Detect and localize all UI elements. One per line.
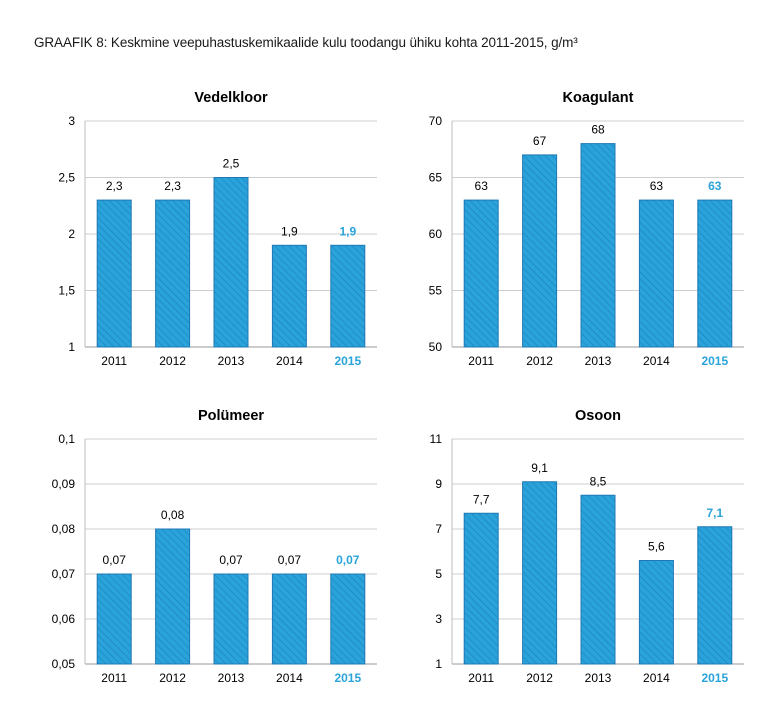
- bar-2012: [155, 199, 191, 348]
- chart-panel-1: Vedelkloor 1 1,5 2 2,5 3 2,3 2011 2,3 2012 2,5 2013…: [58, 90, 377, 368]
- y-tick-label: 0,08: [52, 522, 76, 536]
- data-label: 0,08: [161, 508, 185, 522]
- data-label: 0,07: [278, 553, 302, 567]
- bar-2014: [271, 244, 307, 348]
- x-tick-label: 2015: [701, 671, 728, 685]
- x-tick-label: 2013: [585, 354, 612, 368]
- bar-2014: [638, 560, 674, 665]
- x-tick-label: 2014: [643, 671, 670, 685]
- x-tick-label: 2014: [276, 671, 303, 685]
- bar-2014: [271, 573, 307, 665]
- bar-2011: [96, 573, 132, 665]
- data-label: 2,3: [106, 179, 123, 193]
- bar-2011: [463, 199, 499, 348]
- data-label: 63: [475, 179, 489, 193]
- x-tick-label: 2011: [468, 354, 494, 368]
- y-tick-label: 3: [68, 114, 75, 128]
- x-tick-label: 2014: [643, 354, 670, 368]
- data-label: 0,07: [219, 553, 243, 567]
- y-tick-label: 0,06: [52, 612, 76, 626]
- data-label: 0,07: [336, 553, 360, 567]
- data-label: 9,1: [531, 461, 548, 475]
- x-tick-label: 2012: [526, 354, 553, 368]
- data-label: 1,9: [281, 224, 298, 238]
- x-tick-label: 2015: [334, 354, 361, 368]
- bar-2013: [580, 143, 616, 348]
- data-label: 1,9: [339, 224, 356, 238]
- data-label: 2,5: [223, 157, 240, 171]
- y-tick-label: 0,1: [58, 432, 75, 446]
- x-tick-label: 2012: [526, 671, 553, 685]
- x-tick-label: 2011: [101, 354, 127, 368]
- y-tick-label: 70: [429, 114, 443, 128]
- y-tick-label: 11: [430, 432, 443, 446]
- x-tick-label: 2012: [159, 671, 186, 685]
- panel-title: Vedelkloor: [194, 90, 268, 106]
- bar-2011: [463, 512, 499, 665]
- bar-2015: [697, 526, 733, 665]
- data-label: 0,07: [103, 553, 127, 567]
- chart-panel-3: Polümeer 0,05 0,06 0,07 0,08 0,09 0,1 0,07 2011 0…: [52, 408, 377, 685]
- x-tick-label: 2011: [101, 671, 127, 685]
- data-label: 67: [533, 134, 547, 148]
- x-tick-label: 2014: [276, 354, 303, 368]
- data-label: 68: [591, 123, 605, 137]
- x-tick-label: 2013: [585, 671, 612, 685]
- chart-panel-2: Koagulant 50 55 60 65 70 63 2011 67 2012 68 2013 63 2…: [429, 90, 744, 368]
- y-tick-label: 9: [435, 477, 442, 491]
- bar-2013: [213, 177, 249, 348]
- x-tick-label: 2015: [701, 354, 728, 368]
- data-label: 2,3: [164, 179, 181, 193]
- bar-2015: [330, 244, 366, 348]
- y-tick-label: 55: [429, 284, 443, 298]
- y-tick-label: 7: [435, 522, 442, 536]
- bar-2013: [213, 573, 249, 665]
- y-tick-label: 1: [435, 657, 442, 671]
- panel-title: Polümeer: [198, 408, 264, 424]
- y-tick-label: 0,05: [52, 657, 76, 671]
- bar-2014: [638, 199, 674, 348]
- y-tick-label: 1: [68, 340, 75, 354]
- y-tick-label: 0,09: [52, 477, 76, 491]
- data-label: 63: [650, 179, 664, 193]
- y-tick-label: 0,07: [52, 567, 76, 581]
- page-title: GRAAFIK 8: Keskmine veepuhastuskemikaali…: [34, 35, 578, 50]
- y-tick-label: 60: [429, 227, 443, 241]
- y-tick-label: 2,5: [58, 171, 75, 185]
- data-label: 7,7: [473, 492, 490, 506]
- bar-2011: [96, 199, 132, 348]
- bar-2012: [155, 528, 191, 665]
- x-tick-label: 2013: [218, 671, 245, 685]
- bar-2013: [580, 494, 616, 665]
- bar-2012: [522, 481, 558, 665]
- bar-2012: [522, 154, 558, 348]
- y-tick-label: 5: [435, 567, 442, 581]
- y-tick-label: 2: [68, 227, 75, 241]
- data-label: 8,5: [590, 474, 607, 488]
- y-tick-label: 50: [429, 340, 443, 354]
- data-label: 63: [708, 179, 722, 193]
- panel-title: Osoon: [575, 408, 621, 424]
- panel-title: Koagulant: [563, 90, 634, 106]
- x-tick-label: 2015: [334, 671, 361, 685]
- data-label: 5,6: [648, 540, 665, 554]
- y-tick-label: 3: [435, 612, 442, 626]
- x-tick-label: 2013: [218, 354, 245, 368]
- data-label: 7,1: [706, 506, 723, 520]
- bar-2015: [697, 199, 733, 348]
- x-tick-label: 2011: [468, 671, 494, 685]
- y-tick-label: 65: [429, 171, 443, 185]
- x-tick-label: 2012: [159, 354, 186, 368]
- chart-panel-4: Osoon 1 3 5 7 9 11 7,7 2011 9,1 2012 8,5 2013 5,6 2014…: [430, 408, 744, 685]
- bar-2015: [330, 573, 366, 665]
- y-tick-label: 1,5: [58, 284, 75, 298]
